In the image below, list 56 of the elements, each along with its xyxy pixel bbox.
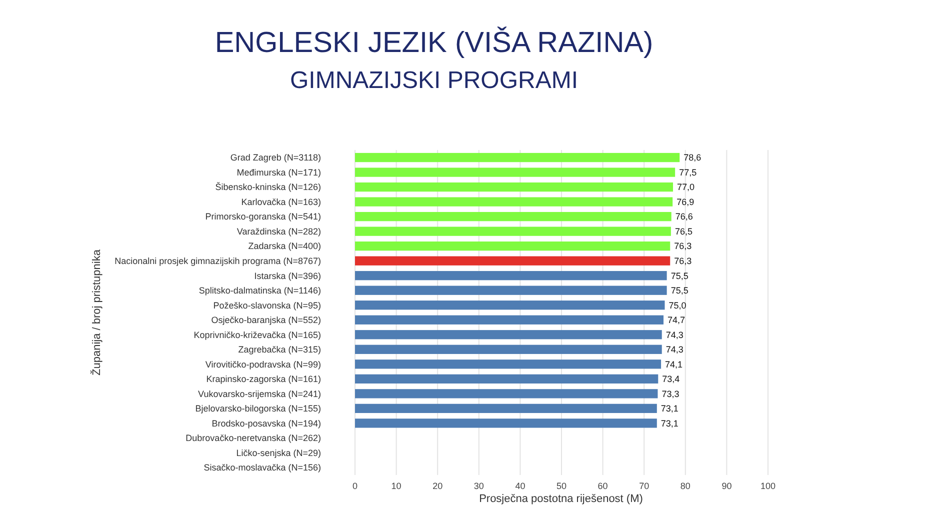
x-tick-label: 80 [680, 481, 690, 491]
data-label: 75,5 [670, 286, 688, 296]
y-tick-label: Varaždinska (N=282) [236, 226, 321, 236]
data-label: 76,6 [675, 212, 693, 222]
y-tick-label: Dubrovačko-neretvanska (N=262) [186, 433, 321, 444]
y-tick-label: Bjelovarsko-bilogorska (N=155) [195, 404, 321, 414]
data-label: 74,7 [668, 315, 686, 326]
y-tick-label: Splitsko-dalmatinska (N=1146) [198, 286, 321, 296]
y-tick-label: Koprivničko-križevačka (N=165) [194, 330, 321, 340]
x-tick-label: 50 [556, 481, 567, 491]
x-tick-label: 40 [515, 481, 526, 491]
data-label: 73,1 [660, 418, 678, 428]
data-label: 75,5 [670, 270, 688, 281]
y-tick-label: Virovitičko-podravska (N=99) [205, 359, 321, 370]
data-label: 76,9 [676, 196, 694, 207]
data-label: 77,5 [679, 167, 697, 178]
x-tick-label: 30 [474, 481, 484, 491]
y-tick-label: Međimurska (N=171) [236, 167, 321, 178]
x-tick-label: 10 [391, 481, 402, 491]
y-tick-label: Istarska (N=396) [254, 270, 321, 281]
y-tick-label: Osječko-baranjska (N=552) [211, 315, 321, 326]
y-tick-label: Ličko-senjska (N=29) [236, 448, 321, 458]
data-label: 73,1 [660, 404, 678, 414]
y-tick-label: Zadarska (N=400) [248, 241, 321, 252]
x-tick-label: 100 [760, 481, 776, 491]
x-tick-label: 70 [639, 481, 650, 491]
data-label: 73,3 [662, 388, 680, 399]
y-tick-label: Nacionalni prosjek gimnazijskih programa (N=8767) [114, 256, 321, 266]
x-tick-label: 90 [722, 481, 732, 491]
data-label: 76,5 [674, 226, 692, 236]
data-label: 74,3 [666, 344, 684, 355]
y-tick-label: Karlovačka (N=163) [241, 196, 321, 207]
data-label: 78,6 [684, 152, 702, 163]
data-label: 75,0 [668, 300, 686, 310]
data-label: 76,3 [674, 241, 692, 252]
data-label: 76,3 [674, 256, 692, 266]
y-tick-label: Sisačko-moslavačka (N=156) [204, 462, 321, 473]
y-axis-title: Županija / broj pristupnika [90, 248, 103, 376]
x-tick-label: 0 [352, 481, 358, 491]
x-tick-label: 20 [432, 481, 443, 491]
x-axis-title: Prosječna postotna riješenost (M) [479, 493, 643, 505]
y-tick-label: Brodsko-posavska (N=194) [212, 418, 321, 428]
chart-subtitle: GIMNAZIJSKI PROGRAMI [290, 67, 578, 94]
data-label: 74,1 [665, 359, 683, 370]
y-tick-label: Grad Zagreb (N=3118) [230, 152, 321, 163]
data-label: 73,4 [662, 374, 680, 384]
y-tick-label: Krapinsko-zagorska (N=161) [206, 374, 321, 384]
data-label: 74,3 [666, 330, 684, 340]
y-tick-label: Primorsko-goranska (N=541) [205, 212, 321, 222]
chart-title: ENGLESKI JEZIK (VIŠA RAZINA) [214, 26, 654, 59]
y-tick-label: Šibensko-kninska (N=126) [215, 182, 321, 192]
y-tick-label: Vukovarsko-srijemska (N=241) [198, 388, 321, 399]
y-tick-label: Zagrebačka (N=315) [238, 344, 321, 355]
y-tick-label: Požeško-slavonska (N=95) [213, 300, 321, 310]
x-tick-label: 60 [598, 481, 608, 491]
data-label: 77,0 [677, 182, 695, 192]
